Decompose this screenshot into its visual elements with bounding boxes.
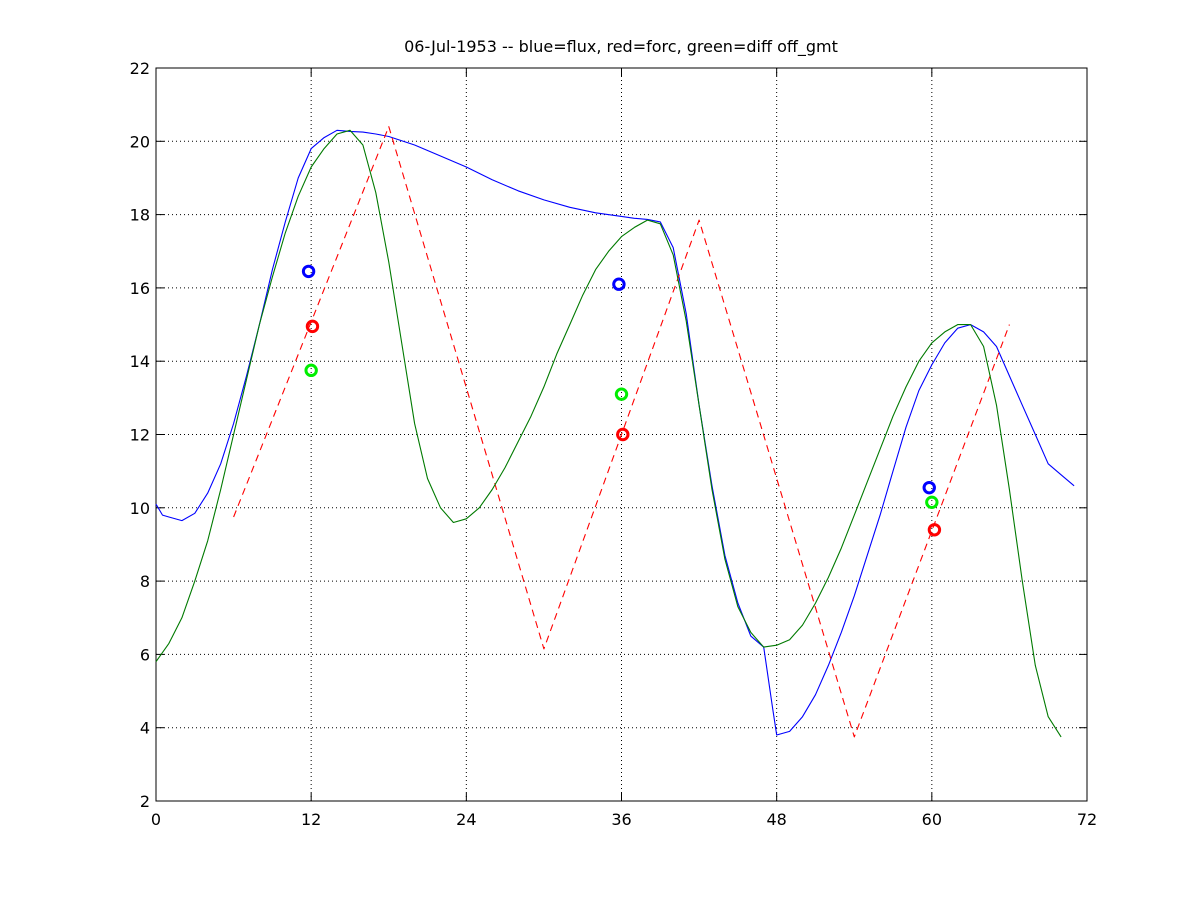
- flux-marker-2: [612, 277, 626, 291]
- y-tick-label: 20: [130, 132, 150, 151]
- x-tick-label: 24: [456, 810, 476, 829]
- x-tick-label: 12: [301, 810, 321, 829]
- x-tick-label: 0: [151, 810, 161, 829]
- series-line-diff: [155, 129, 1062, 738]
- diff-marker-3: [925, 495, 939, 510]
- flux-marker-1: [301, 264, 316, 279]
- y-tick-label: 12: [130, 426, 150, 445]
- forc-marker-1: [305, 319, 320, 334]
- diff-marker-1: [304, 363, 318, 378]
- y-tick-label: 2: [140, 792, 150, 811]
- forc-marker-2: [616, 427, 630, 442]
- series-line-forc: [233, 126, 1010, 738]
- x-tick-label: 36: [611, 810, 631, 829]
- x-tick-label: 60: [922, 810, 942, 829]
- y-tick-label: 8: [140, 572, 150, 591]
- diff-marker-2: [614, 387, 629, 401]
- forc-marker-3: [927, 523, 942, 537]
- x-tick-label: 72: [1077, 810, 1097, 829]
- y-tick-label: 14: [130, 352, 150, 371]
- y-tick-label: 10: [130, 499, 150, 518]
- y-tick-label: 22: [130, 59, 150, 78]
- y-tick-label: 6: [140, 645, 150, 664]
- x-tick-label: 48: [766, 810, 786, 829]
- flux-marker-3: [922, 480, 936, 495]
- y-tick-label: 18: [130, 206, 150, 225]
- y-tick-label: 16: [130, 279, 150, 298]
- series-line-flux: [155, 129, 1075, 736]
- y-tick-label: 4: [140, 719, 150, 738]
- chart-title: 06-Jul-1953 -- blue=flux, red=forc, gree…: [404, 37, 838, 57]
